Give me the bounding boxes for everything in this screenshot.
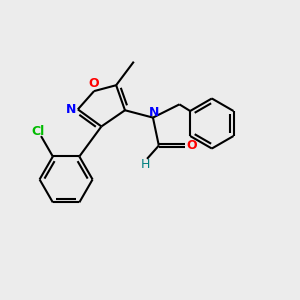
Text: O: O bbox=[186, 139, 196, 152]
Text: N: N bbox=[149, 106, 160, 119]
Text: Cl: Cl bbox=[32, 125, 45, 138]
Text: H: H bbox=[141, 158, 150, 171]
Text: N: N bbox=[66, 103, 76, 116]
Text: O: O bbox=[89, 77, 99, 90]
